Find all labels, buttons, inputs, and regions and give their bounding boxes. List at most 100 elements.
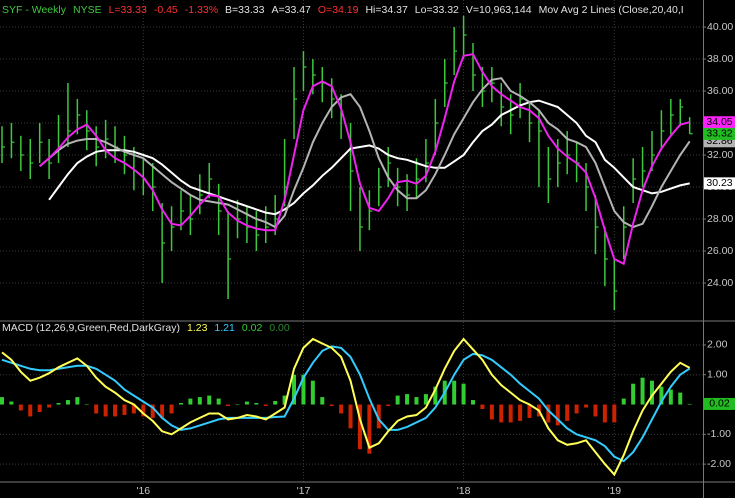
line-series (48, 99, 690, 216)
histogram-bar (103, 404, 108, 417)
value-tag-label: 30.23 (706, 177, 732, 189)
histogram-bar (113, 404, 118, 417)
histogram-bar (621, 398, 626, 405)
histogram-bar (47, 404, 52, 408)
header-item: A=33.47 (271, 4, 311, 16)
line-series (1, 337, 691, 477)
header-item: 0.02 (242, 322, 263, 334)
histogram-bar (37, 404, 42, 412)
value-tag-label: 33.32 (706, 128, 732, 140)
histogram-bar (433, 386, 438, 405)
histogram-bar (28, 404, 33, 417)
histogram-bar (367, 404, 372, 454)
histogram-bar (207, 395, 212, 405)
plot-area (0, 15, 693, 477)
histogram-bar (84, 404, 89, 406)
histogram-bar (471, 400, 475, 405)
value-tag (704, 116, 735, 129)
histogram-bar (292, 374, 297, 405)
histogram-bar (122, 404, 127, 415)
histogram-bar (678, 392, 683, 405)
x-tick-label: '19 (607, 485, 621, 497)
line-series (39, 53, 690, 266)
header-item: -0.45 (154, 4, 178, 16)
histogram-bar (687, 403, 692, 405)
histogram-bar (395, 395, 400, 405)
header-item: MACD (12,26,9,Green,Red,DarkGray) (2, 322, 180, 334)
histogram-bar (197, 397, 202, 405)
histogram-bar (508, 404, 513, 423)
panel-header: MACD (12,26,9,Green,Red,DarkGray) 1.23 1.2… (2, 322, 290, 334)
histogram-bar (320, 397, 325, 405)
histogram-bar (499, 404, 504, 423)
histogram-bar (612, 404, 617, 423)
histogram-bar (254, 403, 259, 405)
header-item: SYF - Weekly (2, 4, 67, 16)
histogram-bar (357, 404, 362, 450)
histogram-bar (668, 389, 673, 405)
y-tick-label: -2.00 (707, 458, 731, 470)
histogram-bar (235, 404, 240, 406)
header-item: -1.33% (185, 4, 218, 16)
histogram-bar (273, 400, 278, 405)
histogram-bar (640, 377, 645, 405)
header-item: Hi=34.37 (365, 4, 407, 16)
histogram-bar (329, 404, 334, 407)
histogram-bar (160, 404, 165, 418)
histogram-bar (376, 404, 381, 429)
axis: '16'17'18'1924.0026.0028.0030.0032.0034.… (2, 4, 735, 497)
histogram-bar (593, 404, 598, 417)
histogram-bar (546, 404, 551, 423)
y-tick-label: 38.00 (707, 53, 733, 65)
header-item: V=10,963,144 (466, 4, 532, 16)
y-tick-label: 32.00 (707, 149, 733, 161)
y-tick-label: 28.00 (707, 213, 733, 225)
histogram-bar (584, 404, 589, 408)
y-tick-label: 40.00 (707, 21, 733, 33)
histogram-bar (141, 404, 146, 417)
histogram-bar (631, 383, 636, 405)
histogram-bar (244, 401, 249, 405)
histogram-bar (131, 404, 136, 414)
x-tick-label: '18 (457, 485, 471, 497)
header-item: L=33.33 (109, 4, 147, 16)
histogram-bar (339, 404, 344, 414)
y-tick-label: 26.00 (707, 245, 733, 257)
histogram-bar (9, 401, 14, 405)
histogram-bar (602, 404, 607, 423)
header-item: NYSE (73, 4, 102, 16)
histogram-bar (188, 398, 193, 405)
panel-header: SYF - Weekly NYSE L=33.33 -0.45 -1.33% B=33.3… (2, 4, 684, 16)
value-tag-label: 34.05 (706, 116, 732, 128)
y-tick-label: 36.00 (707, 85, 733, 97)
y-tick-label: 24.00 (707, 277, 733, 289)
histogram-bar (649, 380, 654, 405)
x-tick-label: '16 (136, 485, 150, 497)
histogram-bar (263, 404, 268, 407)
histogram-bar (216, 398, 221, 405)
histogram-bar (65, 400, 70, 405)
histogram-bar (348, 404, 353, 429)
histogram-bar (178, 403, 183, 405)
histogram-bar (489, 404, 494, 420)
header-item: B=33.33 (225, 4, 265, 16)
histogram-bar (405, 394, 410, 405)
value-tag (704, 127, 735, 140)
header-item: 1.23 (187, 322, 208, 334)
y-tick-label: 2.00 (707, 339, 728, 351)
histogram-bar (386, 404, 391, 407)
histogram-bar (226, 404, 231, 407)
line-series (39, 77, 691, 229)
histogram-bar (527, 404, 532, 418)
histogram-bar (310, 380, 315, 405)
value-tag-label: 0.02 (709, 398, 730, 410)
histogram-bar (452, 380, 457, 405)
histogram-bar (565, 404, 570, 421)
histogram-bar (423, 394, 428, 405)
histogram-bar (94, 404, 99, 414)
histogram-bar (150, 404, 155, 418)
histogram-bar (301, 374, 306, 405)
header-item: Lo=33.32 (415, 4, 459, 16)
histogram-bar (0, 397, 4, 405)
